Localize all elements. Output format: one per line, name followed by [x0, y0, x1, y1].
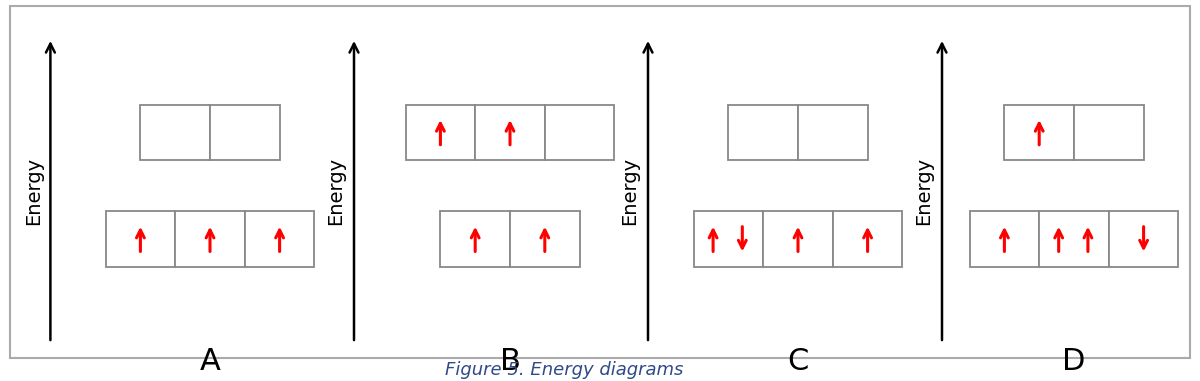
Text: Energy: Energy	[914, 157, 934, 224]
Bar	[833, 211, 902, 267]
Bar	[440, 211, 510, 267]
Bar	[970, 211, 1039, 267]
Bar	[1004, 105, 1074, 160]
Text: Energy: Energy	[620, 157, 640, 224]
Bar	[140, 105, 210, 160]
Bar	[475, 105, 545, 160]
Text: D: D	[1062, 347, 1086, 376]
Text: Energy: Energy	[24, 157, 43, 224]
Bar	[694, 211, 763, 267]
Bar	[175, 211, 245, 267]
Bar	[798, 105, 868, 160]
Bar	[545, 105, 614, 160]
Text: A: A	[199, 347, 221, 376]
Bar	[728, 105, 798, 160]
Bar	[245, 211, 314, 267]
Text: B: B	[499, 347, 521, 376]
Text: Energy: Energy	[326, 157, 346, 224]
Bar	[1039, 211, 1109, 267]
Bar	[1074, 105, 1144, 160]
Bar	[406, 105, 475, 160]
Text: C: C	[787, 347, 809, 376]
Bar	[510, 211, 580, 267]
Bar	[763, 211, 833, 267]
Bar	[1109, 211, 1178, 267]
Bar	[106, 211, 175, 267]
Bar	[210, 105, 280, 160]
Text: Figure 5. Energy diagrams: Figure 5. Energy diagrams	[445, 361, 683, 379]
